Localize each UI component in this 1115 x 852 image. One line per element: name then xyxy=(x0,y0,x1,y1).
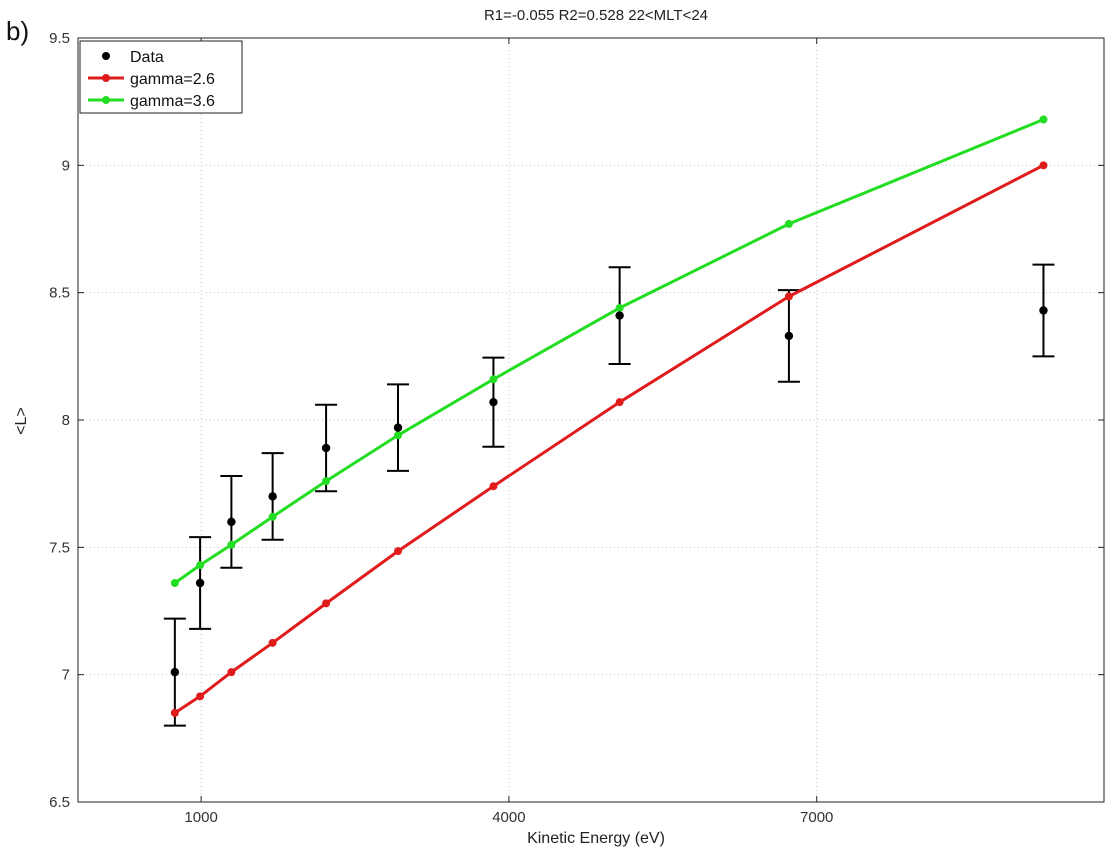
series-line xyxy=(173,118,1045,585)
data-point xyxy=(784,219,793,228)
data-point xyxy=(227,517,236,527)
legend-label: gamma=3.6 xyxy=(130,93,215,110)
data-point xyxy=(170,578,179,587)
series-gamma-3-6 xyxy=(170,115,1048,587)
legend-swatch-marker xyxy=(102,52,110,60)
data-point xyxy=(784,292,793,301)
y-tick-label: 7.5 xyxy=(49,539,70,556)
x-tick-label: 4000 xyxy=(492,809,525,826)
y-tick-label: 8.5 xyxy=(49,285,70,302)
legend: Data gamma=2.6 gamma=3.6 xyxy=(79,40,243,114)
data-point xyxy=(489,397,498,407)
x-tick-label: 1000 xyxy=(184,809,217,826)
data-point xyxy=(170,708,179,717)
data-point xyxy=(227,668,236,677)
data-point xyxy=(322,477,331,486)
data-point xyxy=(322,599,331,608)
axis-ticks: 6.5 7 7.5 8 8.5 9 9.5 1000 4000 7000 xyxy=(49,30,1104,826)
data-point xyxy=(615,311,624,320)
y-tick-label: 9 xyxy=(62,157,70,174)
legend-swatch-marker xyxy=(102,74,110,82)
y-tick-label: 6.5 xyxy=(49,794,70,811)
data-point xyxy=(1039,115,1048,124)
data-point xyxy=(1039,306,1048,315)
legend-swatch-marker xyxy=(102,96,110,104)
chart-title: R1=-0.055 R2=0.528 22<MLT<24 xyxy=(484,7,708,24)
legend-label: Data xyxy=(130,49,164,66)
series-data xyxy=(163,263,1055,727)
series-line xyxy=(174,163,1045,715)
y-tick-label: 9.5 xyxy=(49,30,70,47)
data-point xyxy=(196,561,205,570)
data-point xyxy=(1039,161,1048,170)
legend-label: gamma=2.6 xyxy=(130,71,215,88)
y-axis-label: <L> xyxy=(13,407,30,435)
data-point xyxy=(196,692,205,701)
x-tick-label: 7000 xyxy=(800,809,833,826)
data-point xyxy=(268,512,277,521)
y-tick-label: 7 xyxy=(62,667,70,684)
data-point xyxy=(321,443,331,453)
series-layer xyxy=(163,115,1055,727)
data-point xyxy=(784,331,794,341)
data-point xyxy=(615,303,624,312)
data-point xyxy=(394,547,403,556)
series-gamma-2-6 xyxy=(170,161,1048,717)
data-point xyxy=(195,578,205,588)
data-point xyxy=(227,540,236,549)
y-tick-label: 8 xyxy=(62,412,70,429)
data-point xyxy=(268,638,277,647)
data-point xyxy=(615,398,624,407)
data-point xyxy=(268,492,277,501)
data-point xyxy=(170,667,180,677)
data-point xyxy=(489,375,498,384)
data-point xyxy=(393,423,403,432)
x-axis-label: Kinetic Energy (eV) xyxy=(527,830,665,847)
data-point xyxy=(489,482,498,491)
panel-label: b) xyxy=(6,16,29,46)
data-point xyxy=(394,431,403,440)
